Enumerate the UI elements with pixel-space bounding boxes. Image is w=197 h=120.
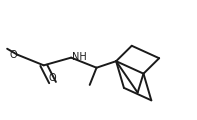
Text: O: O [49, 73, 56, 83]
Text: NH: NH [72, 52, 87, 62]
Text: O: O [10, 50, 18, 60]
